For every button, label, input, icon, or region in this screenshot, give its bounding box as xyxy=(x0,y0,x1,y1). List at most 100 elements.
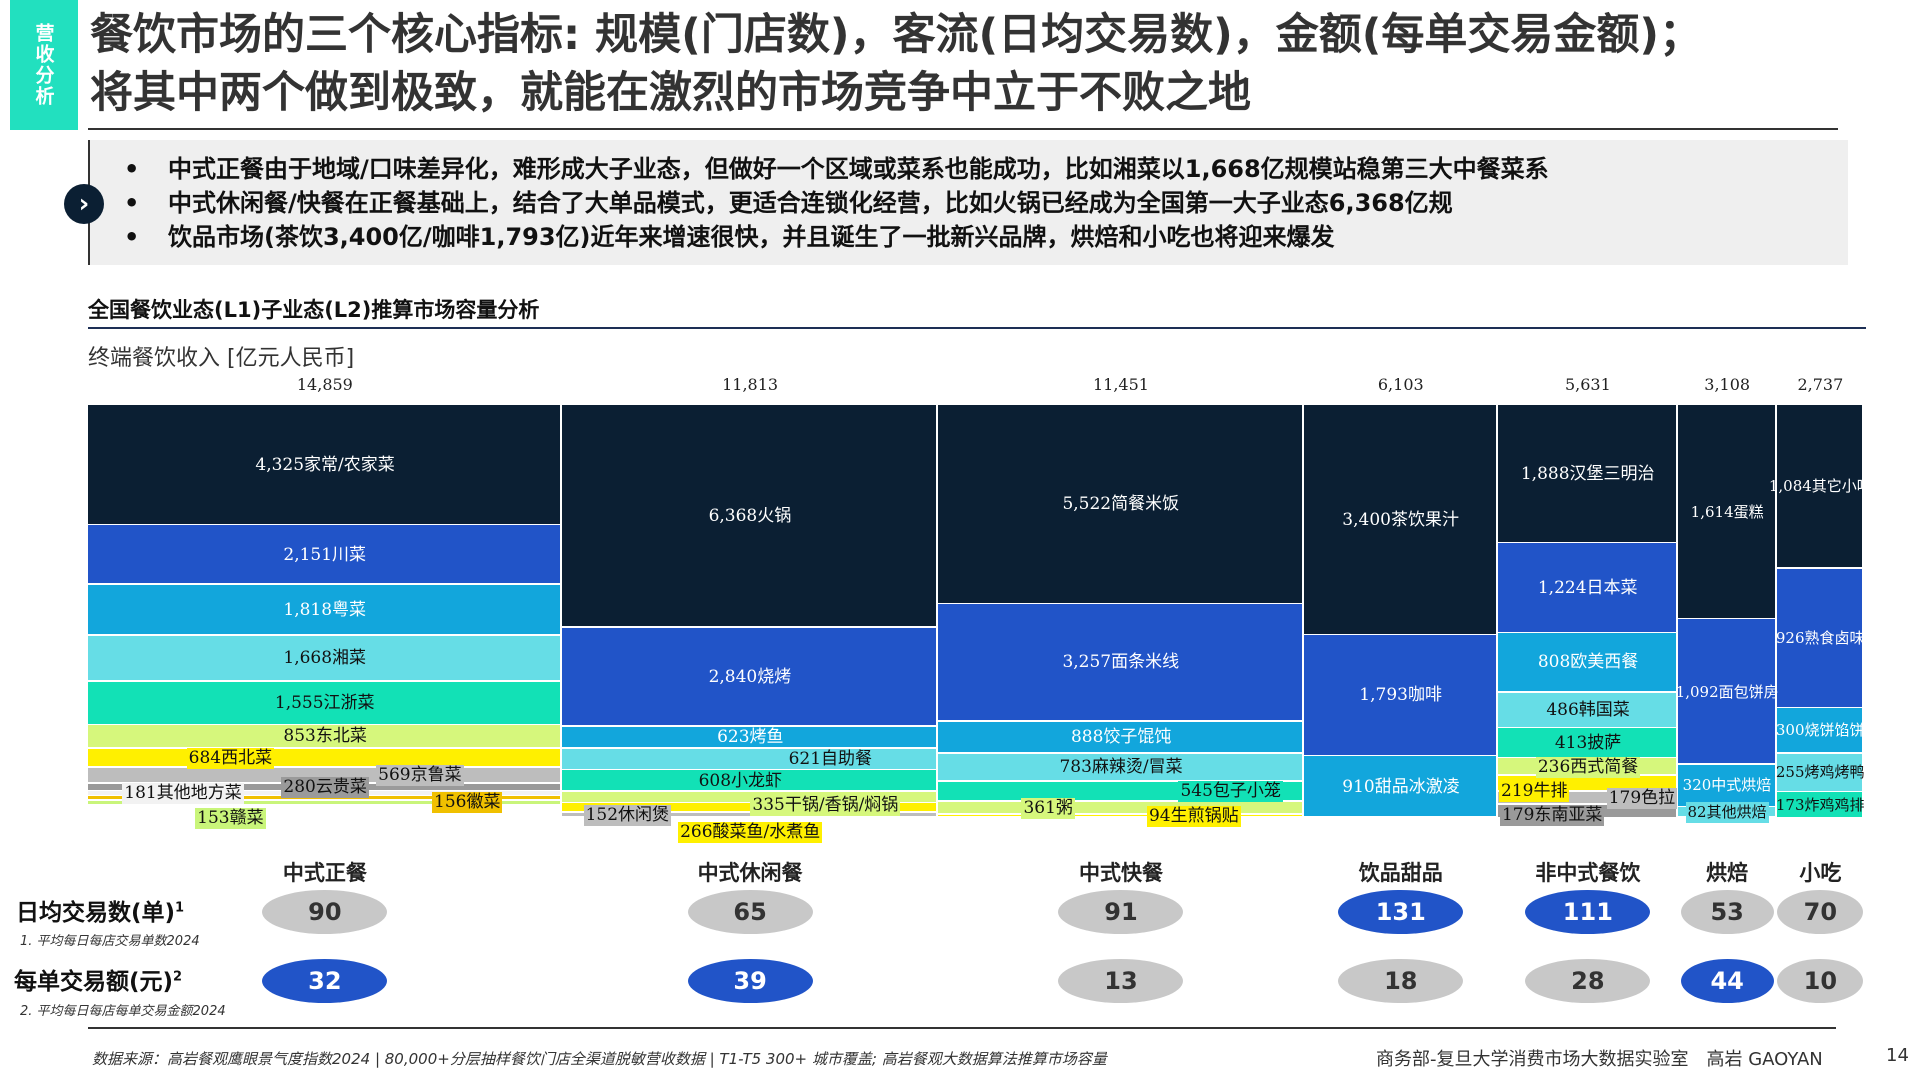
footer-divider xyxy=(88,1027,1836,1029)
ticket-size-value: 44 xyxy=(1680,959,1774,1003)
column-category-label: 中式休闲餐 xyxy=(697,861,803,885)
column-total-label: 11,813 xyxy=(722,375,779,394)
segment-label: 156徽菜 xyxy=(432,792,503,814)
column-category-label: 小吃 xyxy=(1799,861,1842,885)
segment-label: 300烧饼馅饼 xyxy=(1775,721,1865,740)
ticket-size-value: 28 xyxy=(1525,959,1651,1003)
metric-label-text: 每单交易额(元) xyxy=(14,969,174,995)
segment-label: 82其他烘焙 xyxy=(1685,802,1769,824)
segment-label: 6,368火锅 xyxy=(708,505,792,526)
column-total-label: 2,737 xyxy=(1797,375,1844,394)
key-point: 中式正餐由于地域/口味差异化，难形成大子业态，但做好一个区域或菜系也能成功，比如… xyxy=(124,152,1848,186)
key-point: 饮品市场(茶饮3,400亿/咖啡1,793亿)近年来增速很快，并且诞生了一批新兴… xyxy=(124,220,1848,254)
segment-bar xyxy=(88,584,560,634)
footnote-marker: 1 xyxy=(175,900,185,916)
segment-label: 153赣菜 xyxy=(195,808,266,830)
ticket-size-value: 13 xyxy=(1058,959,1184,1003)
segment-bar xyxy=(88,405,560,524)
column-category-label: 烘焙 xyxy=(1706,861,1749,885)
ticket-size-value: 10 xyxy=(1777,959,1864,1003)
column-category-label: 中式快餐 xyxy=(1078,861,1163,885)
column-category-label: 中式正餐 xyxy=(282,861,367,885)
daily-transactions-value: 90 xyxy=(262,890,388,934)
segment-label: 1,614蛋糕 xyxy=(1690,502,1764,521)
segment-label: 1,668湘菜 xyxy=(283,648,367,669)
segment-bar xyxy=(88,681,560,724)
column-total-label: 3,108 xyxy=(1704,375,1751,394)
segment-label: 280云贵菜 xyxy=(281,777,369,799)
segment-label: 808欧美西餐 xyxy=(1537,652,1639,673)
segment-bar xyxy=(561,627,937,726)
segment-label: 179色拉 xyxy=(1606,787,1678,809)
segment-bar xyxy=(1303,756,1497,817)
segment-label: 266酸菜鱼/水煮鱼 xyxy=(678,821,823,843)
segment-label: 684西北菜 xyxy=(186,747,275,769)
ticket-size-value: 18 xyxy=(1338,959,1464,1003)
daily-transactions-value: 91 xyxy=(1058,890,1184,934)
segment-bar xyxy=(938,814,1302,817)
metric-label-ticket-size: 每单交易额(元)2 xyxy=(14,962,182,996)
chevron-right-icon: › xyxy=(64,184,104,224)
ticket-size-value: 39 xyxy=(687,959,813,1003)
segment-label: 608小龙虾 xyxy=(698,770,783,791)
segment-bar xyxy=(1677,764,1775,806)
segment-bar xyxy=(938,721,1302,753)
segment-bar xyxy=(1303,635,1497,755)
section-tag-text: 营收分析 xyxy=(32,23,55,107)
segment-label: 4,325家常/农家菜 xyxy=(255,454,395,475)
segment-label: 1,818粤菜 xyxy=(283,599,367,620)
segment-label: 152休闲煲 xyxy=(583,804,672,826)
segment-bar xyxy=(88,635,560,681)
segment-label: 853东北菜 xyxy=(283,726,367,747)
title-line-1: 餐饮市场的三个核心指标: 规模(门店数)，客流(日均交易数)，金额(每单交易金额… xyxy=(90,10,1703,60)
segment-bar xyxy=(561,770,937,791)
segment-label: 335干锅/香锅/焖锅 xyxy=(750,795,901,817)
segment-bar xyxy=(1776,708,1862,753)
page-number: 14 xyxy=(1886,1045,1909,1066)
data-source: 数据来源：高岩餐观鹰眼景气度指数2024 | 80,000+分层抽样餐饮门店全渠… xyxy=(92,1050,1107,1068)
segment-label: 621自助餐 xyxy=(788,749,873,770)
segment-label: 3,400茶饮果汁 xyxy=(1342,509,1459,530)
y-axis-label: 终端餐饮收入 [亿元人民币] xyxy=(88,346,355,371)
title-line-2: 将其中两个做到极致，就能在激烈的市场竞争中立于不败之地 xyxy=(90,68,1251,118)
segment-label: 236西式简餐 xyxy=(1535,756,1641,778)
footnote-marker: 2 xyxy=(173,969,183,985)
segment-label: 2,840烧烤 xyxy=(708,666,792,687)
segment-bar xyxy=(561,812,937,817)
title-divider xyxy=(88,128,1838,130)
segment-label: 361粥 xyxy=(1021,797,1075,819)
column-total-label: 5,631 xyxy=(1564,375,1611,394)
segment-bar xyxy=(1498,633,1676,691)
segment-bar xyxy=(1498,405,1676,542)
segment-label: 413披萨 xyxy=(1554,732,1622,753)
segment-bar xyxy=(938,405,1302,603)
daily-transactions-value: 53 xyxy=(1680,890,1774,934)
organization: 商务部-复旦大学消费市场大数据实验室 高岩 GAOYAN xyxy=(1376,1049,1823,1070)
segment-label: 486韩国菜 xyxy=(1546,699,1630,720)
segment-label: 94生煎锅贴 xyxy=(1146,805,1241,827)
segment-bar xyxy=(88,800,560,804)
segment-bar xyxy=(1303,405,1497,634)
segment-label: 3,257面条米线 xyxy=(1062,652,1180,673)
daily-transactions-value: 111 xyxy=(1525,890,1651,934)
segment-label: 569京鲁菜 xyxy=(376,765,464,787)
segment-label: 1,092面包饼房 xyxy=(1675,682,1779,701)
segment-label: 320中式烘焙 xyxy=(1682,776,1772,795)
segment-label: 2,151川菜 xyxy=(283,544,367,565)
segment-bar xyxy=(88,725,560,748)
segment-label: 173炸鸡鸡排 xyxy=(1775,795,1865,814)
segment-label: 181其他地方菜 xyxy=(122,783,244,805)
segment-label: 1,793咖啡 xyxy=(1359,685,1442,706)
ticket-size-value: 32 xyxy=(262,959,388,1003)
daily-transactions-value: 70 xyxy=(1777,890,1864,934)
section-title: 全国餐饮业态(L1)子业态(L2)推算市场容量分析 xyxy=(88,298,540,322)
column-total-label: 6,103 xyxy=(1377,375,1424,394)
segment-bar xyxy=(561,405,937,627)
segment-bar xyxy=(1498,692,1676,727)
column-total-label: 11,451 xyxy=(1092,375,1149,394)
segment-label: 1,555江浙菜 xyxy=(274,693,375,713)
segment-bar xyxy=(938,801,1302,814)
column-category-label: 饮品甜品 xyxy=(1358,861,1443,885)
segment-label: 783麻辣烫/冒菜 xyxy=(1059,757,1183,778)
